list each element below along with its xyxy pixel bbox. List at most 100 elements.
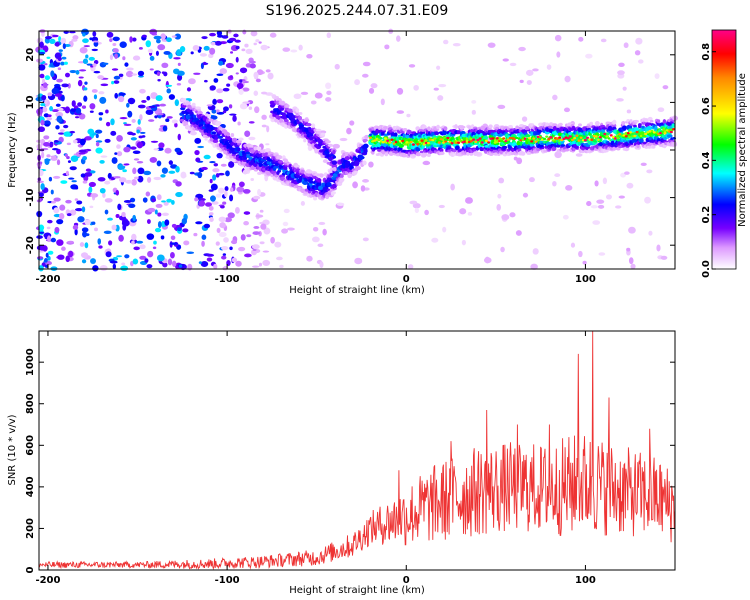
- spectrogram-cell: [189, 171, 195, 175]
- spectrogram-ridge-peak: [452, 140, 456, 143]
- spectrogram-cell: [116, 144, 121, 149]
- spectrogram-cell: [502, 58, 509, 62]
- spectrogram-cell: [161, 212, 169, 216]
- spectrogram-cell: [90, 193, 99, 198]
- spectrogram-cell: [662, 119, 667, 125]
- spectrogram-cell: [195, 221, 203, 225]
- spectrogram-cell: [466, 151, 470, 156]
- spectrogram-cell: [65, 255, 70, 263]
- spectrogram-cell: [259, 209, 264, 213]
- spectrogram-cell: [107, 217, 113, 221]
- spectrogram-cell: [116, 255, 123, 258]
- spectrogram-cell: [49, 142, 54, 148]
- spectrogram-cell: [186, 87, 192, 92]
- spectrogram-cell: [131, 119, 136, 123]
- spectrogram-cell: [449, 152, 456, 157]
- spectrogram-cell: [282, 221, 289, 227]
- spectrogram-cell: [258, 262, 263, 267]
- spectrogram-cell: [189, 131, 197, 136]
- spectrogram-ridge-peak: [558, 136, 562, 139]
- snr-y-tick-label: 600: [25, 435, 36, 456]
- spectrogram-cell: [198, 200, 206, 207]
- spectrogram-cell: [633, 124, 637, 128]
- spectrogram-cell: [666, 134, 673, 138]
- spectrogram-cell: [112, 263, 117, 270]
- spectrogram-cell: [209, 217, 214, 223]
- spectrogram-cell: [248, 136, 256, 141]
- spectrogram-cell: [552, 126, 557, 132]
- colorbar-tick-label: 0.2: [701, 206, 712, 224]
- spectrogram-cell: [109, 54, 114, 61]
- spectrogram-cell: [227, 212, 235, 219]
- spectrogram-cell: [174, 99, 180, 107]
- spectrogram-ridge-peak: [609, 134, 613, 137]
- spectrogram-cell: [603, 149, 609, 153]
- spectrogram-cell: [45, 252, 49, 258]
- spectrogram-cell: [46, 226, 51, 230]
- spectrogram-cell: [38, 64, 46, 71]
- snr-frame: [38, 330, 676, 571]
- spectrogram-ridge-peak: [444, 140, 448, 143]
- spectrogram-cell: [260, 91, 268, 95]
- spectrogram-ridge-peak: [420, 139, 424, 142]
- spectrogram-cell: [551, 146, 557, 152]
- spectrogram-cell: [265, 69, 271, 73]
- spectrogram-cell: [471, 100, 477, 104]
- spectrogram-cell: [258, 41, 262, 44]
- spectrogram-cell: [132, 258, 139, 265]
- spectrogram-cell: [47, 92, 53, 97]
- spectrogram-cell: [113, 176, 121, 179]
- spectrogram-cell: [195, 157, 201, 163]
- spectrogram-cell: [552, 94, 558, 101]
- spectrogram-cell: [85, 168, 92, 172]
- spectrogram-cell: [251, 265, 260, 268]
- spectrogram-cell: [51, 200, 56, 204]
- spectrogram-cell: [170, 251, 175, 259]
- spectrogram-cell: [238, 137, 244, 141]
- spectrogram-cell: [42, 106, 48, 113]
- spectrogram-cell: [72, 35, 79, 40]
- spectrogram-cell: [622, 125, 627, 131]
- spectrogram-cell: [668, 125, 673, 130]
- spectrogram-y-tick-label: -20: [25, 236, 36, 254]
- spectrogram-cell: [84, 172, 93, 177]
- spectrogram-ridge-peak: [624, 135, 628, 138]
- spectrogram-cell: [518, 46, 526, 52]
- spectrogram-cell: [168, 94, 176, 100]
- spectrogram-cell: [219, 68, 228, 75]
- spectrogram-cell: [115, 189, 120, 196]
- spectrogram-cell: [212, 98, 217, 105]
- spectrogram-ridge-peak: [459, 139, 463, 143]
- spectrogram-cell: [633, 119, 639, 123]
- spectrogram-cell: [280, 107, 285, 110]
- spectrogram-cell: [650, 139, 656, 143]
- spectrogram-cell: [622, 86, 627, 91]
- spectrogram-cell: [312, 236, 320, 243]
- spectrogram-cell: [111, 224, 117, 231]
- spectrogram-cell: [166, 116, 173, 119]
- spectrogram-cell: [234, 33, 238, 36]
- spectrogram-cell: [137, 118, 141, 125]
- spectrogram-cell: [44, 257, 48, 263]
- spectrogram-cell: [276, 155, 283, 160]
- spectrogram-cell: [72, 139, 78, 144]
- spectrogram-cell: [78, 76, 84, 79]
- spectrogram-cell: [82, 38, 89, 44]
- spectrogram-cell: [237, 121, 241, 126]
- spectrogram-ridge-peak: [454, 141, 458, 144]
- snr-y-tick-label: 800: [25, 393, 36, 414]
- spectrogram-cell: [220, 205, 225, 209]
- spectrogram-cell: [103, 230, 112, 234]
- spectrogram-cell: [332, 149, 336, 155]
- spectrogram-cell: [69, 31, 76, 34]
- spectrogram-cell: [69, 130, 76, 134]
- spectrogram-cell: [336, 202, 345, 206]
- spectrogram-cell: [552, 180, 557, 187]
- spectrogram-cell: [61, 83, 69, 88]
- spectrogram-cell: [72, 224, 79, 230]
- spectrogram-cell: [426, 153, 431, 157]
- spectrogram-cell: [564, 148, 570, 152]
- spectrogram-cell: [156, 71, 161, 77]
- spectrogram-cell: [36, 58, 44, 63]
